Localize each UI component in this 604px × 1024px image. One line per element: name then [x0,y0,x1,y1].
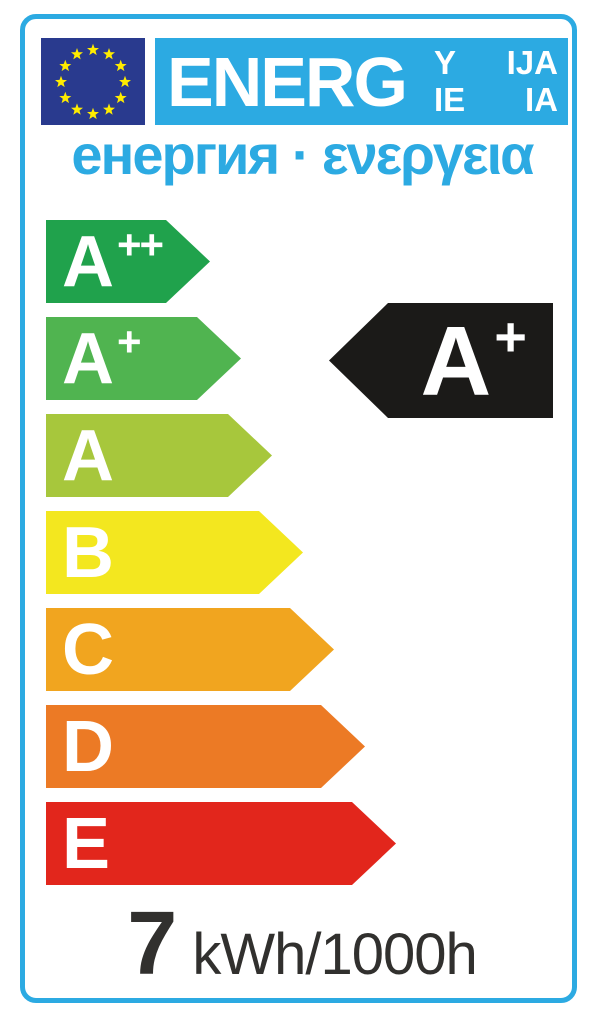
suffix-ia: IA [525,81,558,118]
eu-star [55,75,67,88]
class-sup: ++ [117,220,163,268]
eu-star [114,59,127,72]
eu-star [71,48,83,60]
consumption-unit: kWh/1000h [192,922,477,987]
class-arrow-b: B [46,511,303,594]
class-letter: D [62,706,114,787]
rating-sup: + [494,304,527,368]
eu-star [59,59,72,72]
class-letter: B [62,512,114,593]
class-arrow-aplusplus: A ++ [46,220,210,303]
class-sup: + [117,317,140,365]
consumption-row: 7 kWh/1000h [24,899,580,989]
suffix-ija: IJA [506,44,558,82]
eu-star [114,91,127,104]
suffix-ie: IE [434,81,466,118]
eu-star [103,48,115,60]
eu-star [103,103,115,115]
eu-star [71,103,83,115]
energy-tagline: енергия · ενεργεια [71,123,534,186]
eu-star [87,43,99,56]
eu-flag [41,38,145,125]
class-letter: A [62,221,114,302]
energ-banner: ENERG Y IJA IE IA [155,38,568,125]
class-letter: C [62,609,114,690]
suffix-line-2: IE IA [434,83,558,117]
class-letter: A [62,318,114,399]
eu-star [87,107,99,120]
class-arrow-aplus: A + [46,317,241,400]
class-arrow-a: A [46,414,272,497]
class-letter: E [62,803,111,884]
consumption-value: 7 [127,894,178,994]
energ-language-suffixes: Y IJA IE IA [434,46,558,116]
eu-star [119,75,131,88]
energ-wordmark: ENERG [167,42,408,121]
suffix-line-1: Y IJA [434,46,558,80]
class-arrow-d: D [46,705,365,788]
suffix-y: Y [434,44,457,82]
eu-stars-icon [55,43,131,120]
eu-star [59,91,72,104]
class-arrow-e: E [46,802,396,885]
class-arrow-c: C [46,608,334,691]
class-letter: A [62,415,114,496]
rating-letter: A [420,305,492,416]
